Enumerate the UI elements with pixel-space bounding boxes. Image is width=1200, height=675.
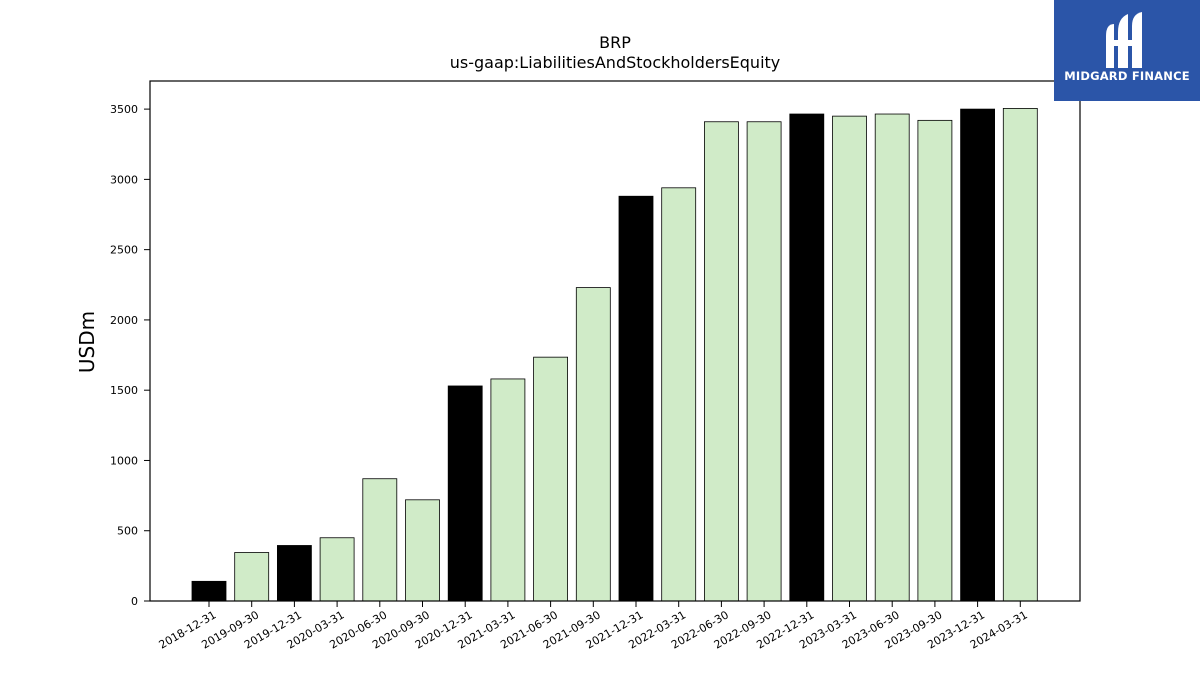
bar-2023-06-30 <box>874 113 910 602</box>
bar-2019-09-30 <box>234 552 270 602</box>
y-tick-label: 500 <box>117 525 138 538</box>
bar-2024-03-31 <box>1002 108 1038 602</box>
bar-2022-03-31 <box>661 187 697 602</box>
bar-2020-09-30 <box>405 499 440 602</box>
bars-group <box>191 108 1038 602</box>
y-tick-label: 3500 <box>110 103 138 116</box>
bar-2020-03-31 <box>319 537 355 602</box>
y-tick-label: 0 <box>131 595 138 608</box>
plot-frame <box>149 80 1081 602</box>
bar-2023-09-30 <box>917 119 953 602</box>
bar-2022-12-31 <box>789 113 825 602</box>
bar-2018-12-31 <box>191 580 227 602</box>
chart-title: BRP <box>599 33 631 52</box>
y-tick-label: 1000 <box>110 454 138 467</box>
brand-name: MIDGARD FINANCE <box>1064 69 1190 83</box>
bar-2020-12-31 <box>447 385 483 602</box>
y-axis-ticks: 0 500 1000 1500 2000 2500 3000 3500 <box>110 103 150 608</box>
y-tick-label: 1500 <box>110 384 138 397</box>
bar-2020-06-30 <box>362 478 398 602</box>
y-axis-label: USDm <box>75 311 99 373</box>
bar-2021-06-30 <box>533 356 568 602</box>
bar-2019-12-31 <box>276 545 312 602</box>
chart-subtitle: us-gaap:LiabilitiesAndStockholdersEquity <box>450 53 781 72</box>
bar-2021-03-31 <box>490 378 526 602</box>
y-tick-label: 3000 <box>110 173 138 186</box>
brand-logo: MIDGARD FINANCE <box>1054 0 1200 101</box>
bar-2021-12-31 <box>618 195 654 602</box>
bar-2022-09-30 <box>746 121 782 602</box>
y-tick-label: 2500 <box>110 244 138 257</box>
x-axis-ticks: 2018-12-312019-09-302019-12-312020-03-31… <box>157 601 1030 652</box>
bar-2023-03-31 <box>832 115 867 602</box>
midgard-m-logo-icon <box>1106 12 1142 68</box>
y-tick-label: 2000 <box>110 314 138 327</box>
bar-2021-09-30 <box>575 287 611 602</box>
bar-2022-06-30 <box>704 121 739 602</box>
bar-2023-12-31 <box>960 108 995 602</box>
